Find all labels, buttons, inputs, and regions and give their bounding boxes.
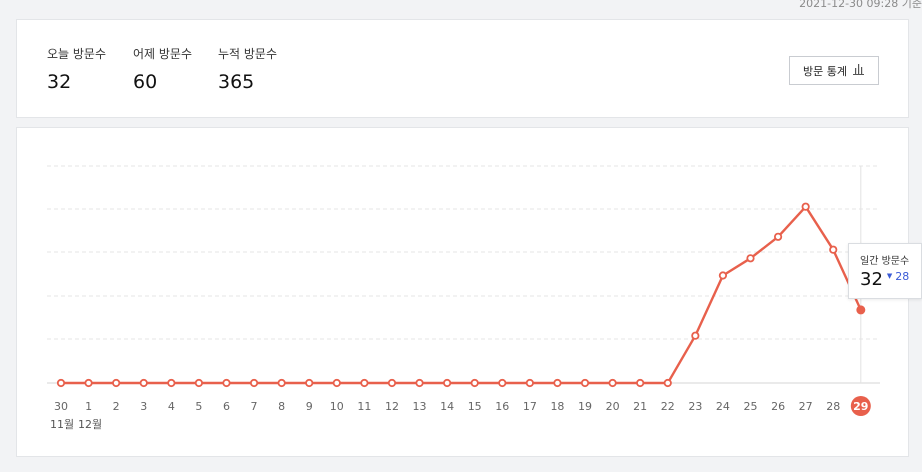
x-tick-label: 13 — [413, 400, 427, 413]
data-point — [167, 378, 176, 388]
data-point — [829, 245, 838, 254]
x-tick-label: 3 — [140, 400, 147, 413]
x-tick-label: 21 — [633, 400, 647, 413]
month-label-december: 12월 — [78, 418, 103, 431]
x-tick-label: 2 — [113, 400, 120, 413]
today-visits-label: 오늘 방문수 — [47, 47, 107, 61]
data-point — [525, 378, 534, 388]
tooltip-value: 32 — [860, 269, 883, 290]
tooltip-previous-value: 28 — [895, 270, 910, 283]
x-tick-label: 6 — [223, 400, 230, 413]
data-point — [305, 378, 314, 388]
x-tick-label: 28 — [826, 400, 840, 413]
bar-chart-icon — [852, 63, 865, 78]
data-point — [56, 378, 66, 388]
data-point — [663, 378, 672, 388]
series-line — [61, 205, 862, 385]
x-tick-label: 17 — [523, 400, 537, 413]
data-point — [718, 271, 728, 280]
data-point — [801, 202, 810, 211]
x-tick-label: 7 — [251, 400, 258, 413]
x-tick-label: 15 — [468, 400, 482, 413]
data-point — [112, 378, 121, 388]
data-point — [498, 378, 507, 388]
data-point — [360, 378, 369, 388]
x-tick-label: 22 — [661, 400, 675, 413]
x-tick-label: 25 — [744, 400, 758, 413]
today-visits: 오늘 방문수 32 — [47, 45, 106, 93]
data-point — [636, 378, 645, 388]
x-tick-label-highlighted: 29 — [853, 400, 868, 413]
x-tick-label: 1 — [85, 400, 92, 413]
x-tick-label: 9 — [306, 400, 313, 413]
x-tick-label: 11 — [357, 400, 371, 413]
highlighted-tick-badge — [850, 396, 871, 416]
data-point — [387, 378, 397, 388]
visitor-stats-card: 오늘 방문수 32 어제 방문수 60 누적 방문수 365 방문 통계 — [16, 19, 909, 118]
data-point — [249, 378, 259, 388]
x-tick-label: 10 — [330, 400, 344, 413]
x-tick-label: 27 — [799, 400, 813, 413]
chart-tooltip: 일간 방문수 32 ▼ 28 — [848, 243, 922, 299]
x-tick-label: 12 — [385, 400, 399, 413]
today-visits-value: 32 — [47, 71, 72, 93]
x-tick-label: 23 — [688, 400, 702, 413]
data-point — [553, 378, 562, 388]
x-tick-label: 8 — [278, 400, 285, 413]
tooltip-label: 일간 방문수 — [860, 256, 910, 267]
yesterday-visits: 어제 방문수 60 — [133, 45, 192, 93]
data-point — [773, 232, 783, 241]
data-point — [139, 378, 148, 388]
x-tick-label: 16 — [495, 400, 509, 413]
data-point — [443, 378, 452, 388]
data-point — [277, 378, 286, 388]
x-tick-label: 24 — [716, 400, 730, 413]
yesterday-visits-value: 60 — [133, 71, 158, 93]
x-tick-label: 30 — [54, 400, 68, 413]
data-point — [332, 378, 341, 388]
x-tick-label: 14 — [440, 400, 454, 413]
daily-visits-chart-card — [16, 127, 909, 457]
x-tick-label: 26 — [771, 400, 785, 413]
x-tick-label: 18 — [550, 400, 564, 413]
x-tick-label: 4 — [168, 400, 175, 413]
data-point-highlighted — [856, 305, 866, 315]
yesterday-visits-label: 어제 방문수 — [133, 47, 193, 61]
x-tick-label: 20 — [606, 400, 620, 413]
updated-timestamp: 2021-12-30 09:28 기준 — [799, 0, 922, 10]
visit-stats-button-label: 방문 통계 — [803, 64, 847, 78]
data-point — [84, 378, 93, 388]
x-tick-label: 19 — [578, 400, 592, 413]
data-point — [222, 378, 231, 388]
x-tick-label: 5 — [195, 400, 202, 413]
data-point — [415, 378, 424, 388]
data-point — [580, 378, 590, 388]
month-label-november: 11월 — [50, 418, 75, 431]
data-point — [746, 254, 755, 263]
trend-down-icon: ▼ — [886, 272, 893, 280]
data-point — [608, 378, 617, 388]
data-point — [691, 331, 700, 340]
visit-stats-button[interactable]: 방문 통계 — [789, 56, 879, 85]
data-point — [194, 378, 203, 388]
data-point — [470, 378, 479, 388]
total-visits-label: 누적 방문수 — [218, 47, 278, 61]
total-visits-value: 365 — [218, 71, 255, 93]
total-visits: 누적 방문수 365 — [218, 45, 277, 93]
